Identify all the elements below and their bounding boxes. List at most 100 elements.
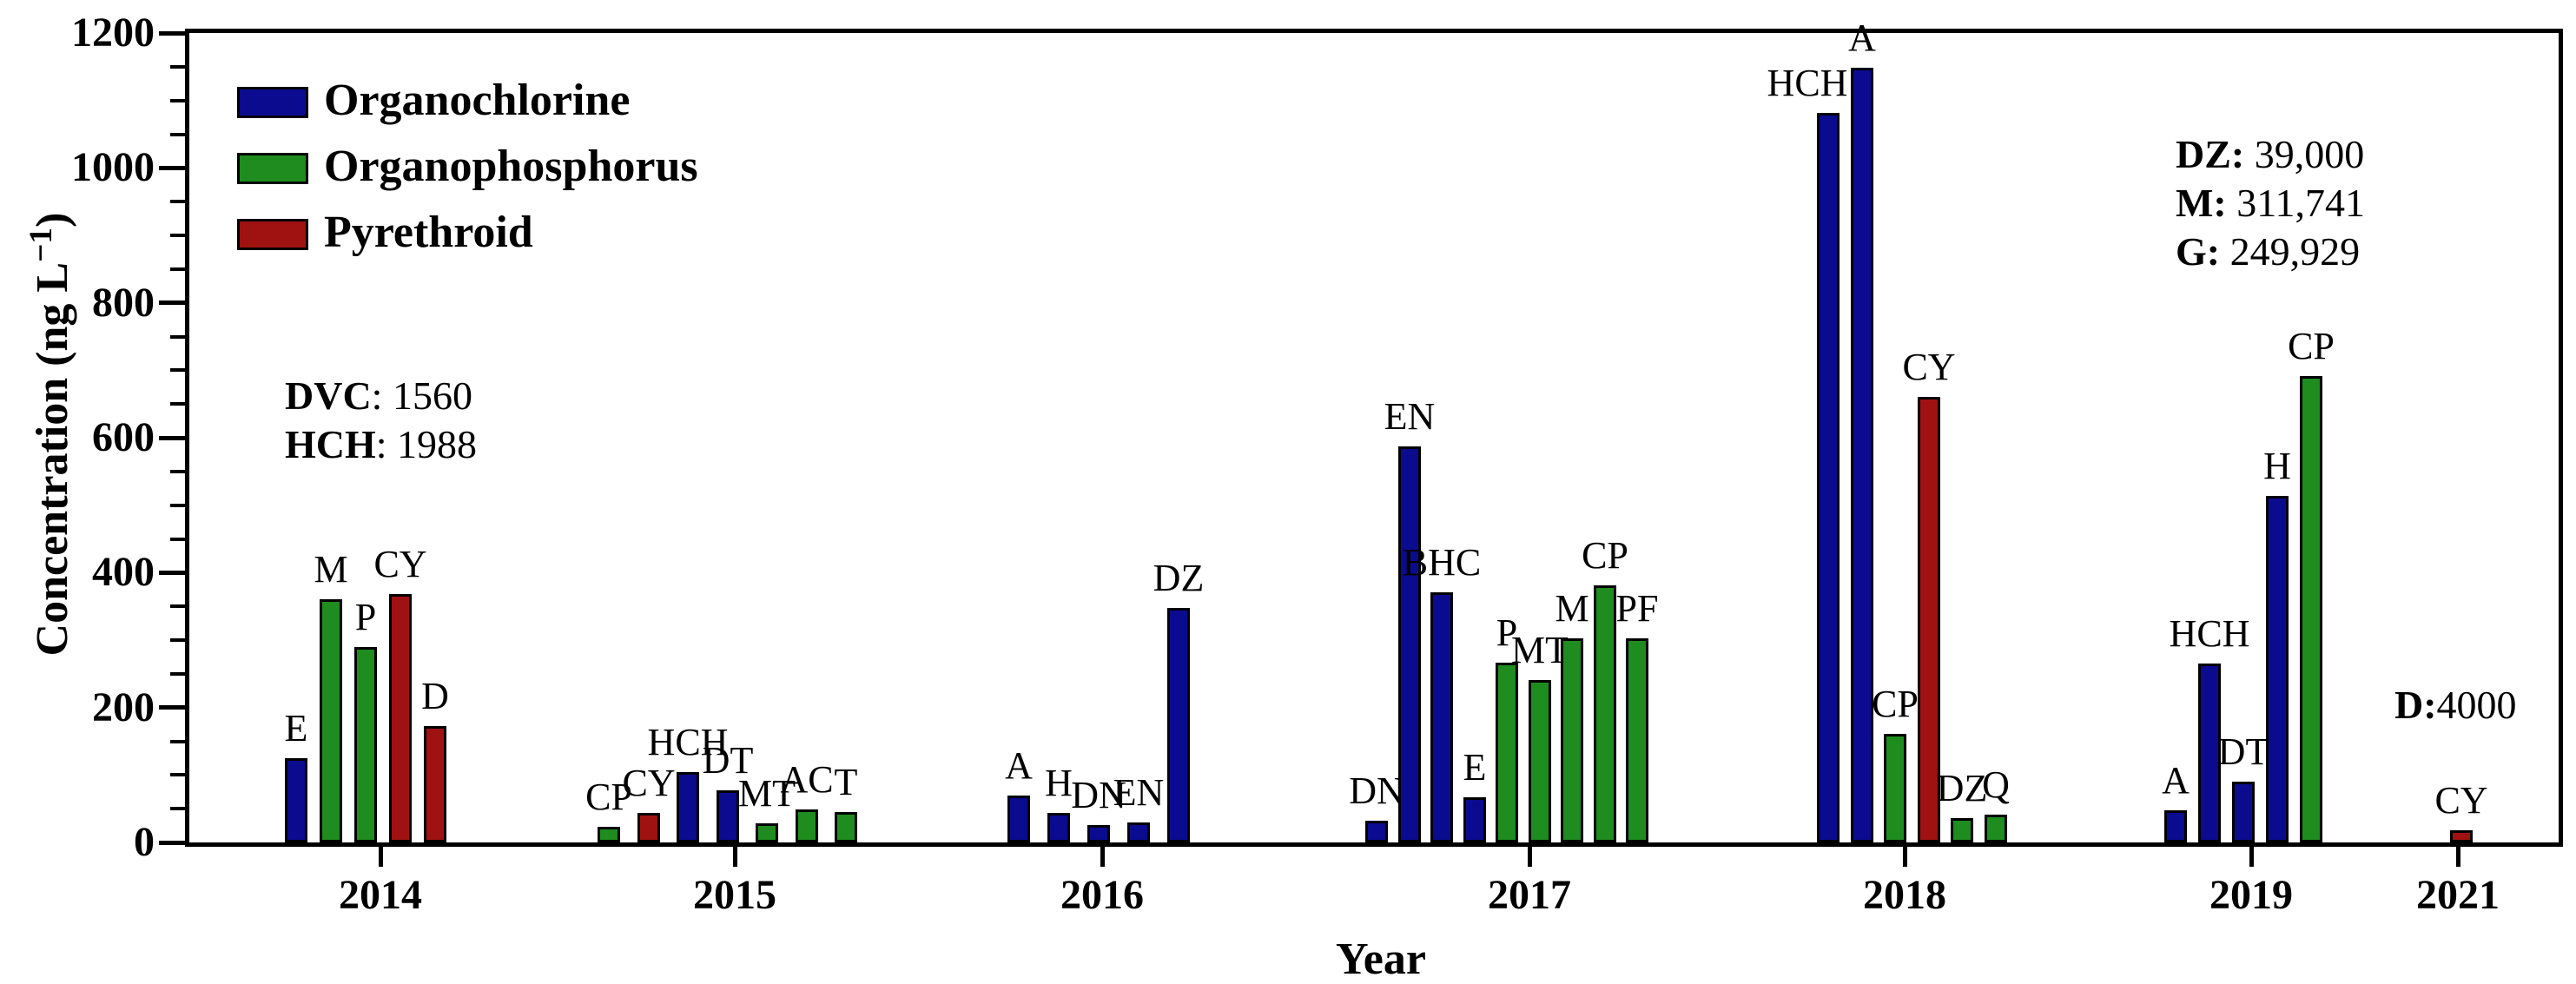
- bar-value-label: M: [1555, 587, 1589, 630]
- bar-value-label: MT: [1511, 629, 1569, 671]
- bar-2014-p: [354, 647, 377, 842]
- bar-value-label: CP: [1582, 534, 1628, 577]
- bar-2015-dt: [717, 790, 739, 842]
- bar-value-label: E: [284, 707, 308, 750]
- bar-value-label: CP: [2288, 325, 2335, 367]
- bar-2017-cp: [1594, 585, 1616, 842]
- bar-2014-cy: [389, 594, 412, 842]
- x-axis-tick: [2455, 842, 2460, 867]
- bar-value-label: CP: [585, 776, 632, 818]
- bar-value-label: DT: [2217, 730, 2269, 773]
- x-axis-title: Year: [1336, 934, 1426, 984]
- y-axis-minor-tick: [170, 537, 185, 541]
- y-axis-minor-tick: [170, 739, 185, 743]
- bar-2018-cp: [1884, 734, 1906, 842]
- offscale-note-2018-key: DZ:: [2176, 132, 2245, 176]
- offscale-note-2018-value: 39,000: [2244, 132, 2365, 176]
- y-axis-major-tick: [159, 705, 185, 710]
- bar-2016-h: [1047, 813, 1070, 842]
- bar-value-label: HCH: [1767, 62, 1848, 104]
- bar-2017-en: [1398, 446, 1421, 842]
- bar-2017-mt: [1529, 680, 1551, 842]
- bar-2018-a: [1851, 68, 1873, 842]
- x-axis-tick: [2249, 842, 2254, 867]
- x-axis-tick: [1100, 842, 1105, 867]
- y-axis-minor-tick: [170, 234, 185, 237]
- bar-value-label: CY: [622, 762, 676, 804]
- bar-2014-d: [424, 726, 446, 842]
- bar-value-label: D: [421, 675, 449, 717]
- bar-value-label: PF: [1615, 587, 1659, 630]
- bar-2014-e: [285, 758, 307, 842]
- bar-value-label: CP: [1872, 683, 1919, 725]
- bar-value-label: CY: [373, 543, 427, 585]
- bar-2017-e: [1463, 797, 1486, 842]
- y-axis-tick-label: 200: [92, 684, 155, 730]
- offscale-note-2018-value: 249,929: [2220, 229, 2361, 274]
- bar-2015-mt: [756, 823, 778, 842]
- bar-2016-dz: [1167, 608, 1190, 842]
- x-axis-tick: [1527, 842, 1532, 867]
- bar-value-label: EN: [1384, 395, 1436, 438]
- y-axis-minor-tick: [170, 334, 185, 339]
- plot-area: [185, 29, 2563, 847]
- y-axis-major-tick: [159, 30, 185, 36]
- offscale-note-2014: DVC: 1560 HCH: 1988: [285, 372, 477, 469]
- bar-2021-cy: [2450, 830, 2473, 842]
- y-axis-minor-tick: [170, 200, 185, 204]
- offscale-note-2018-line: M: 311,741: [2176, 179, 2365, 228]
- y-axis-tick-label: 1000: [71, 144, 155, 191]
- bar-2018-cy: [1918, 397, 1940, 842]
- bar-value-label: A: [1848, 17, 1876, 59]
- x-axis-year-label: 2019: [2209, 872, 2293, 918]
- y-axis-tick-label: 1200: [71, 10, 155, 56]
- bar-value-label: Q: [1982, 763, 2010, 806]
- bar-2017-dn: [1365, 821, 1388, 842]
- bar-2017-p: [1496, 663, 1518, 842]
- bar-2017-pf: [1626, 638, 1648, 842]
- offscale-note-2018-value: 311,741: [2226, 181, 2366, 225]
- bar-value-label: DN: [1349, 769, 1404, 812]
- bar-2019-cp: [2300, 376, 2322, 842]
- legend-swatch-pyrethroid: [237, 219, 308, 250]
- bar-2017-bhc: [1430, 592, 1453, 842]
- x-axis-year-label: 2016: [1060, 872, 1144, 918]
- bar-value-label: DZ: [1936, 767, 1988, 809]
- bar-2016-en: [1127, 822, 1150, 842]
- y-axis-minor-tick: [170, 98, 185, 102]
- bar-value-label: P: [354, 596, 377, 638]
- y-axis-minor-tick: [170, 368, 185, 373]
- bar-2015-hch: [677, 772, 699, 842]
- legend-swatch-organophosphorus: [237, 153, 308, 184]
- y-axis-major-tick: [159, 570, 185, 575]
- y-axis-major-tick: [159, 165, 185, 170]
- bar-value-label: DZ: [1153, 557, 1205, 599]
- bar-2015-cy: [637, 813, 660, 842]
- y-axis-tick-label: 600: [92, 414, 155, 460]
- y-axis-title-superscript: −1: [23, 227, 59, 262]
- offscale-note-2018: DZ: 39,000 M: 311,741 G: 249,929: [2176, 130, 2365, 276]
- offscale-note-2014-key: DVC: [285, 373, 372, 418]
- bar-2015-cp: [598, 827, 620, 842]
- y-axis-minor-tick: [170, 469, 185, 473]
- bar-value-label: MT: [738, 772, 796, 815]
- bar-value-label: M: [314, 548, 348, 591]
- legend-swatch-organochlorine: [237, 87, 308, 118]
- offscale-note-2021-value: 4000: [2436, 683, 2517, 727]
- legend-label-pyrethroid: Pyrethroid: [324, 208, 533, 257]
- legend-label-organochlorine: Organochlorine: [324, 76, 631, 125]
- bar-value-label: HCH: [2169, 612, 2250, 655]
- x-axis-tick: [732, 842, 737, 867]
- y-axis-title-close: ): [28, 212, 78, 228]
- bar-value-label: A: [2162, 759, 2190, 802]
- bar-2014-m: [320, 599, 342, 842]
- y-axis-minor-tick: [170, 503, 185, 507]
- offscale-note-2021-key: D:: [2394, 683, 2437, 727]
- y-axis-minor-tick: [170, 64, 185, 69]
- bar-2019-a: [2164, 810, 2187, 842]
- bar-2015-t: [835, 812, 857, 842]
- offscale-note-2018-key: G:: [2176, 229, 2221, 274]
- bar-value-label: T: [834, 761, 858, 803]
- y-axis-minor-tick: [170, 773, 185, 777]
